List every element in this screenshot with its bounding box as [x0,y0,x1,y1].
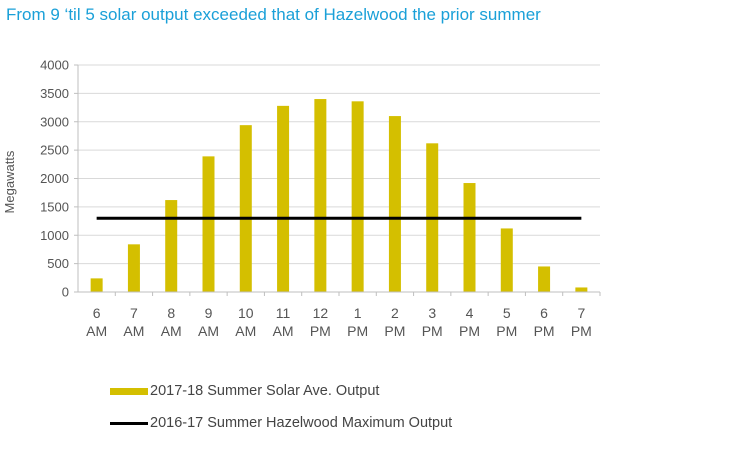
bar-series [90,99,588,292]
x-tick-label-hour: 4 [466,305,474,321]
legend-item-hazelwood: 2016-17 Summer Hazelwood Maximum Output [110,407,452,439]
y-tick-label: 500 [47,256,69,271]
x-tick-label-hour: 6 [93,305,101,321]
x-tick-labels: 6 AM 7 AM 8 AM 9 AM 10 AM 11 AM 12 PM 1 PM 2 PM 3 PM 4 PM 5 PM 6… [86,305,592,339]
y-tick-label: 2500 [40,143,69,158]
x-tick-label-period: PM [459,323,480,339]
x-tick-label-period: AM [273,323,294,339]
x-tick-label-hour: 1 [354,305,362,321]
legend-swatch-line [110,421,148,425]
y-tick-label: 1000 [40,228,69,243]
x-tick-label-period: PM [384,323,405,339]
x-tick-label-period: AM [123,323,144,339]
x-tick-label-hour: 9 [205,305,213,321]
bar [277,105,290,292]
x-tick-label-period: AM [86,323,107,339]
y-tick-label: 3500 [40,86,69,101]
x-tick-label-hour: 11 [276,305,291,321]
x-tick-label-period: PM [534,323,555,339]
bar [351,101,364,292]
y-tick-label: 4000 [40,58,69,73]
bar [90,278,103,292]
bar-chart: 0 500 1000 1500 2000 2500 3000 3500 4000 6 AM 7 AM 8… [2,58,601,339]
x-tick-label-hour: 3 [428,305,436,321]
legend-label-hazelwood: 2016-17 Summer Hazelwood Maximum Output [150,415,453,431]
x-tick-label-hour: 10 [238,305,254,321]
bar [314,99,327,292]
x-tick-label-period: AM [235,323,256,339]
y-tick-labels: 0 500 1000 1500 2000 2500 3000 3500 4000 [40,58,69,300]
legend: 2017-18 Summer Solar Ave. Output 2016-17… [110,375,452,439]
x-tick-label-period: AM [161,323,182,339]
x-tick-label-hour: 8 [167,305,175,321]
bar [388,116,401,292]
bar [202,156,215,292]
x-tick-label-period: PM [422,323,443,339]
bar [463,183,476,292]
bar [538,266,551,292]
bar [239,125,252,292]
axes [74,64,601,296]
x-tick-label-hour: 2 [391,305,399,321]
y-tick-label: 3000 [40,114,69,129]
x-tick-label-hour: 7 [577,305,585,321]
y-tick-label: 0 [62,285,69,300]
x-tick-label-hour: 5 [503,305,511,321]
bar [127,244,140,292]
legend-swatch-bar [110,387,148,395]
x-tick-label-period: PM [347,323,368,339]
y-axis-label: Megawatts [2,150,17,213]
chart-title: From 9 ‘til 5 solar output exceeded that… [6,5,541,24]
bar [165,200,178,292]
x-tick-label-hour: 12 [313,305,329,321]
x-tick-label-period: AM [198,323,219,339]
x-tick-label-hour: 7 [130,305,138,321]
x-tick-label-period: PM [496,323,517,339]
legend-item-solar: 2017-18 Summer Solar Ave. Output [110,375,452,407]
x-tick-label-period: PM [571,323,592,339]
bar [575,287,588,292]
x-tick-label-period: PM [310,323,331,339]
bar [500,228,513,292]
y-tick-label: 1500 [40,199,69,214]
y-tick-label: 2000 [40,171,69,186]
legend-label-solar: 2017-18 Summer Solar Ave. Output [150,383,380,399]
x-tick-label-hour: 6 [540,305,548,321]
gridlines [78,64,600,265]
